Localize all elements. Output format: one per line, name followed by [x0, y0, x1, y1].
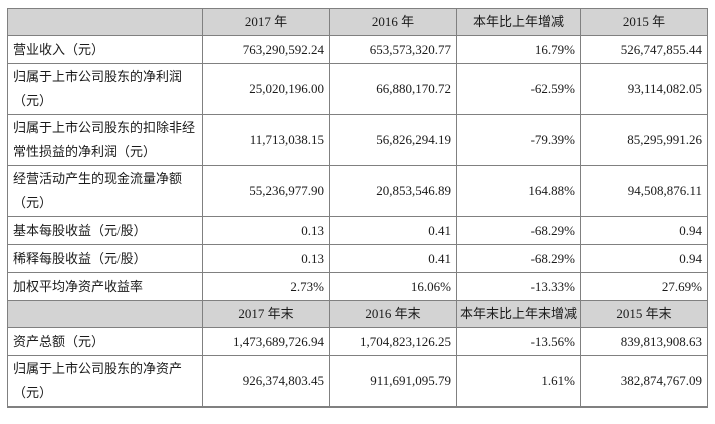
value-cell: 16.06% — [329, 272, 457, 302]
header-blank-cell — [7, 7, 203, 37]
value-cell: 1.61% — [456, 355, 581, 408]
column-header: 2016 年 — [329, 7, 457, 37]
value-cell: 763,290,592.24 — [202, 35, 330, 65]
value-cell: 0.41 — [329, 244, 457, 274]
value-cell: 93,114,082.05 — [580, 63, 708, 116]
value-cell: 926,374,803.45 — [202, 355, 330, 408]
table-row: 营业收入（元） 763,290,592.24 653,573,320.77 16.79… — [7, 35, 708, 65]
table-row: 归属于上市公司股东的净利润（元） 25,020,196.00 66,880,170.… — [7, 63, 708, 116]
row-label: 归属于上市公司股东的净资产（元） — [7, 355, 203, 408]
value-cell: 25,020,196.00 — [202, 63, 330, 116]
header-row: 2017 年 2016 年本年比上年增减 2015 年 — [7, 7, 708, 37]
row-label: 营业收入（元） — [7, 35, 203, 65]
value-cell: 653,573,320.77 — [329, 35, 457, 65]
row-label: 加权平均净资产收益率 — [7, 272, 203, 302]
value-cell: 0.94 — [580, 244, 708, 274]
table-row: 资产总额（元） 1,473,689,726.94 1,704,823,126.25-… — [7, 327, 708, 357]
value-cell: -68.29% — [456, 244, 581, 274]
value-cell: 56,826,294.19 — [329, 114, 457, 167]
value-cell: 94,508,876.11 — [580, 165, 708, 218]
value-cell: 911,691,095.79 — [329, 355, 457, 408]
column-header: 2016 年末 — [329, 300, 457, 329]
column-header: 2017 年末 — [202, 300, 330, 329]
row-label: 归属于上市公司股东的净利润（元） — [7, 63, 203, 116]
value-cell: 16.79% — [456, 35, 581, 65]
table-row: 稀释每股收益（元/股） 0.13 0.41 -68.29% 0.94 — [7, 244, 708, 274]
value-cell: 27.69% — [580, 272, 708, 302]
value-cell: 55,236,977.90 — [202, 165, 330, 218]
value-cell: 11,713,038.15 — [202, 114, 330, 167]
value-cell: 1,704,823,126.25 — [329, 327, 457, 357]
value-cell: -62.59% — [456, 63, 581, 116]
table-row: 归属于上市公司股东的扣除非经常性损益的净利润（元） 11,713,038.15 56… — [7, 114, 708, 167]
value-cell: 164.88% — [456, 165, 581, 218]
value-cell: 66,880,170.72 — [329, 63, 457, 116]
column-header: 2015 年末 — [580, 300, 708, 329]
value-cell: 0.13 — [202, 216, 330, 246]
column-header: 2017 年 — [202, 7, 330, 37]
value-cell: 1,473,689,726.94 — [202, 327, 330, 357]
table-body: 2017 年 2016 年本年比上年增减 2015 年营业收入（元） 763,290,… — [7, 7, 708, 408]
value-cell: 85,295,991.26 — [580, 114, 708, 167]
value-cell: 0.41 — [329, 216, 457, 246]
table-row: 基本每股收益（元/股） 0.13 0.41 -68.29% 0.94 — [7, 216, 708, 246]
value-cell: 839,813,908.63 — [580, 327, 708, 357]
value-cell: 0.13 — [202, 244, 330, 274]
value-cell: 526,747,855.44 — [580, 35, 708, 65]
row-label: 经营活动产生的现金流量净额（元） — [7, 165, 203, 218]
value-cell: 382,874,767.09 — [580, 355, 708, 408]
value-cell: 20,853,546.89 — [329, 165, 457, 218]
row-label: 归属于上市公司股东的扣除非经常性损益的净利润（元） — [7, 114, 203, 167]
row-label: 基本每股收益（元/股） — [7, 216, 203, 246]
value-cell: -13.56% — [456, 327, 581, 357]
column-header: 2015 年 — [580, 7, 708, 37]
table-row: 经营活动产生的现金流量净额（元） 55,236,977.90 20,853,546.… — [7, 165, 708, 218]
value-cell: -79.39% — [456, 114, 581, 167]
value-cell: 0.94 — [580, 216, 708, 246]
row-label: 资产总额（元） — [7, 327, 203, 357]
row-label: 稀释每股收益（元/股） — [7, 244, 203, 274]
header-blank-cell — [7, 300, 203, 329]
value-cell: -68.29% — [456, 216, 581, 246]
value-cell: 2.73% — [202, 272, 330, 302]
column-header: 本年末比上年末增减 — [456, 300, 581, 329]
table-row: 归属于上市公司股东的净资产（元） 926,374,803.45 911,691,09… — [7, 355, 708, 408]
value-cell: -13.33% — [456, 272, 581, 302]
column-header: 本年比上年增减 — [456, 7, 581, 37]
table-row: 加权平均净资产收益率 2.73% 16.06% -13.33% 27.69% — [7, 272, 708, 302]
key-financial-indicators-table: 2017 年 2016 年本年比上年增减 2015 年营业收入（元） 763,290,… — [7, 7, 708, 409]
header-row: 2017 年末 2016 年末 本年末比上年末增减 2015 年末 — [7, 300, 708, 329]
